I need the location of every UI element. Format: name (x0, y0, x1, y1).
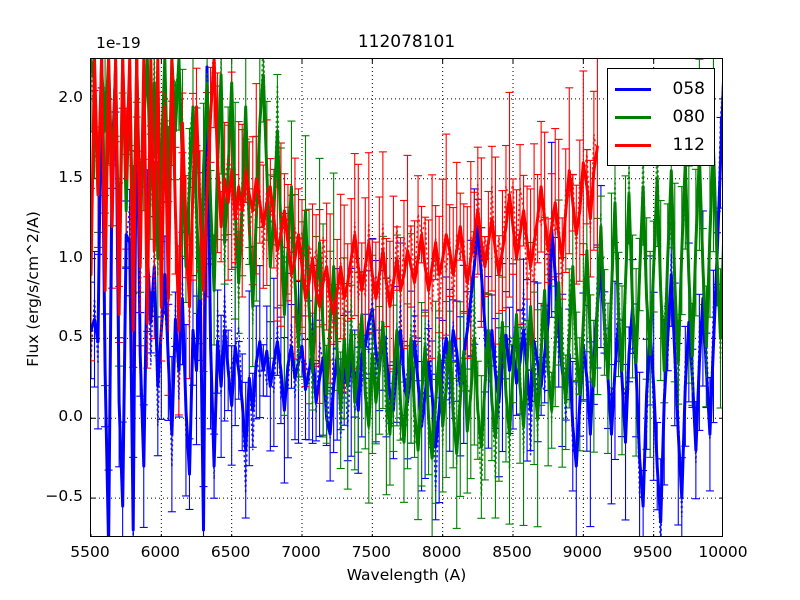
legend-line-swatch (615, 143, 651, 147)
data-lines (91, 59, 722, 536)
x-tick-label: 6000 (140, 543, 181, 561)
x-tick-label: 7000 (281, 543, 321, 561)
legend-item-080[interactable]: 080 (615, 103, 707, 131)
y-tick-label: 1.5 (58, 167, 83, 186)
legend[interactable]: 058 080 112 (607, 68, 715, 166)
y-axis-label: Flux (erg/s/cm^2/A) (24, 211, 42, 367)
y-tick-label: 1.0 (58, 247, 83, 266)
y-tick-label: −0.5 (45, 487, 83, 506)
legend-item-058[interactable]: 058 (615, 75, 707, 103)
x-tick-label: 8500 (492, 543, 532, 561)
y-tick-label: 2.0 (58, 87, 83, 106)
x-tick-label: 9500 (632, 543, 673, 561)
y-tick-label: 0.5 (58, 327, 83, 346)
legend-line-swatch (615, 87, 651, 91)
chart-title: 112078101 (357, 32, 456, 52)
x-tick-label: 7500 (351, 543, 392, 561)
y-tick-label: 0.0 (58, 407, 83, 426)
legend-label: 058 (672, 79, 705, 99)
x-tick-label: 9000 (562, 543, 603, 561)
legend-label: 080 (672, 107, 705, 127)
legend-label: 112 (672, 135, 705, 155)
x-tick-label: 6500 (210, 543, 251, 561)
legend-line-swatch (615, 115, 651, 119)
y-tick-label-group: −0.5 0.0 0.5 1.0 1.5 2.0 (30, 0, 83, 600)
x-tick-label: 8000 (421, 543, 462, 561)
x-axis-label: Wavelength (A) (346, 566, 467, 584)
plot-canvas (91, 59, 722, 536)
x-tick-label: 5500 (70, 543, 110, 561)
legend-item-112[interactable]: 112 (615, 131, 707, 159)
y-axis-offset-text: 1e-19 (96, 34, 141, 52)
x-tick-label: 10000 (698, 543, 748, 561)
